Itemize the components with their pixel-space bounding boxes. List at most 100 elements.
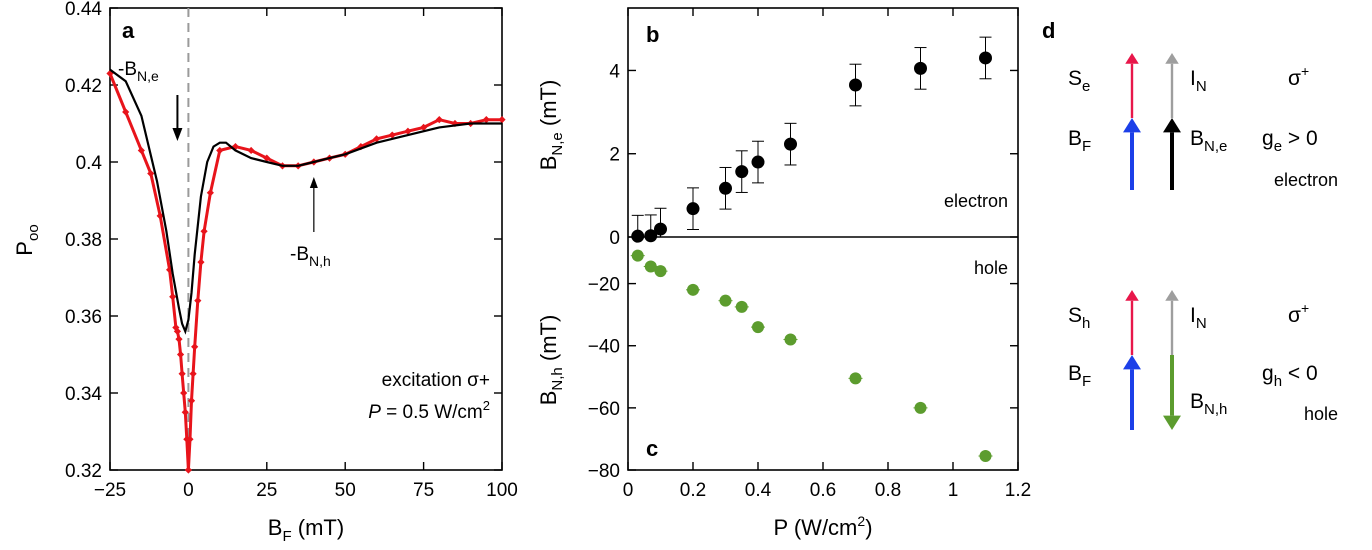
y-tick-label: −60 <box>588 399 620 420</box>
data-point <box>482 116 490 124</box>
fit-curve <box>109 68 502 335</box>
y-tick-label: −20 <box>588 275 620 296</box>
data-point <box>644 229 658 243</box>
data-point <box>719 181 732 195</box>
panel-a-note-line1: excitation σ+ <box>382 370 490 391</box>
data-point <box>189 370 197 378</box>
panel-b-series <box>631 36 992 243</box>
y-tick-label: 0.4 <box>76 153 103 174</box>
data-point <box>122 108 130 116</box>
data-point <box>914 401 927 414</box>
electron-bf-label: BF <box>1068 127 1091 155</box>
x-tick-label: 50 <box>335 480 356 501</box>
data-point <box>186 435 194 443</box>
panel-bc-frame <box>627 7 1019 471</box>
panel-a-series <box>106 68 506 474</box>
annotation-label: -BN,h <box>290 244 331 269</box>
panel-a-xlabel: BF (mT) <box>268 515 344 545</box>
hole-bf-label: BF <box>1068 362 1091 390</box>
data-point <box>181 408 189 416</box>
data-point <box>247 146 255 155</box>
data-point <box>180 389 188 397</box>
y-tick-label: 0.34 <box>65 384 102 405</box>
x-tick-label: 0.8 <box>875 480 901 501</box>
hole-g-label: gh < 0 <box>1262 362 1318 390</box>
data-point <box>979 51 992 65</box>
data-point <box>173 327 182 335</box>
y-tick-label: 0.42 <box>65 76 102 97</box>
panel-b-ticks: 0 2 4 <box>609 8 1019 249</box>
data-point <box>216 146 224 155</box>
data-point <box>263 154 271 162</box>
x-tick-label: 25 <box>256 480 277 501</box>
panel-c-xlabel: P (W/cm2) <box>773 513 872 540</box>
data-point <box>719 294 732 307</box>
y-tick-label: 0.32 <box>65 461 102 482</box>
data-point <box>206 189 214 197</box>
data-point <box>644 260 657 273</box>
y-tick-label: 0 <box>609 228 620 249</box>
y-tick-label: 0.38 <box>65 230 102 251</box>
electron-s-label: Se <box>1068 67 1090 95</box>
b-ne-arrow-head <box>1163 118 1181 133</box>
hole-caption: hole <box>1304 404 1338 424</box>
panel-b-label: b <box>646 22 659 47</box>
y-tick-label: 2 <box>609 145 620 166</box>
hole-s-label: Sh <box>1068 304 1090 332</box>
annotation-arrowhead <box>172 128 183 141</box>
hole-bn-label: BN,h <box>1190 390 1227 418</box>
data-point <box>687 283 699 296</box>
x-tick-label: 100 <box>486 480 518 501</box>
data-point <box>735 165 749 179</box>
panel-a: −25 0 25 50 75 100 0.32 0.34 0.36 0.38 0.4 0.42 0.44… <box>12 0 518 545</box>
data-point <box>654 222 667 236</box>
y-tick-label: 0.44 <box>65 0 102 20</box>
y-tick-label: −40 <box>588 337 620 358</box>
x-tick-label: 0.6 <box>810 480 836 501</box>
panel-c-series-label: hole <box>974 258 1008 278</box>
data-point <box>752 321 764 334</box>
y-tick-label: 0.36 <box>65 307 102 328</box>
data-point <box>147 169 155 178</box>
panel-b-series-label: electron <box>944 191 1008 211</box>
data-point <box>175 335 183 343</box>
data-point <box>197 258 205 266</box>
data-point <box>169 293 177 301</box>
data-point <box>187 397 196 405</box>
data-point <box>194 297 202 305</box>
data-point <box>184 466 192 474</box>
panel-b-ylabel: BN,e (mT) <box>536 80 566 171</box>
b-nh-arrow-head <box>1163 415 1181 430</box>
annotation-arrowhead <box>309 177 318 188</box>
panel-c-ticks: −80 −60 −40 −20 0 0.2 0.4 0.6 0.8 1 1.2 <box>588 275 1031 501</box>
panel-a-ticks: −25 0 25 50 75 100 0.32 0.34 0.36 0.38 0.4 0.42 0.44 <box>65 0 518 501</box>
data-point <box>420 123 428 131</box>
x-tick-label: 1 <box>948 480 959 501</box>
i-n-arrow-head <box>1165 290 1179 301</box>
panel-a-frame <box>109 7 503 471</box>
x-tick-label: 0 <box>183 480 194 501</box>
electron-sigma-label: σ+ <box>1288 63 1309 90</box>
data-point <box>451 119 459 128</box>
electron-bn-label: BN,e <box>1190 127 1227 155</box>
data-point <box>156 212 164 220</box>
x-tick-label: 0.2 <box>680 480 706 501</box>
panel-c-label: c <box>646 436 658 461</box>
b-f-arrow-head <box>1123 118 1141 133</box>
panels-bc: 0 2 4 −80 −60 −40 −20 0 0.2 0.4 0.6 0.8 1 1.2 b c el… <box>536 7 1031 540</box>
data-point <box>849 78 862 92</box>
panel-a-note-line2: P = 0.5 W/cm2 <box>368 398 490 423</box>
i-n-arrow-head <box>1165 53 1179 64</box>
panel-d-arrows <box>1123 53 1181 430</box>
x-tick-label: −25 <box>94 480 126 501</box>
hole-i-label: IN <box>1190 304 1207 332</box>
data-point <box>388 131 396 139</box>
s-e-arrow-head <box>1125 53 1139 64</box>
electron-i-label: IN <box>1190 67 1207 95</box>
x-tick-label: 0 <box>623 480 634 501</box>
data-point <box>200 227 208 235</box>
panel-d-label: d <box>1042 18 1055 43</box>
data-point <box>735 300 748 313</box>
data-point <box>178 370 186 378</box>
